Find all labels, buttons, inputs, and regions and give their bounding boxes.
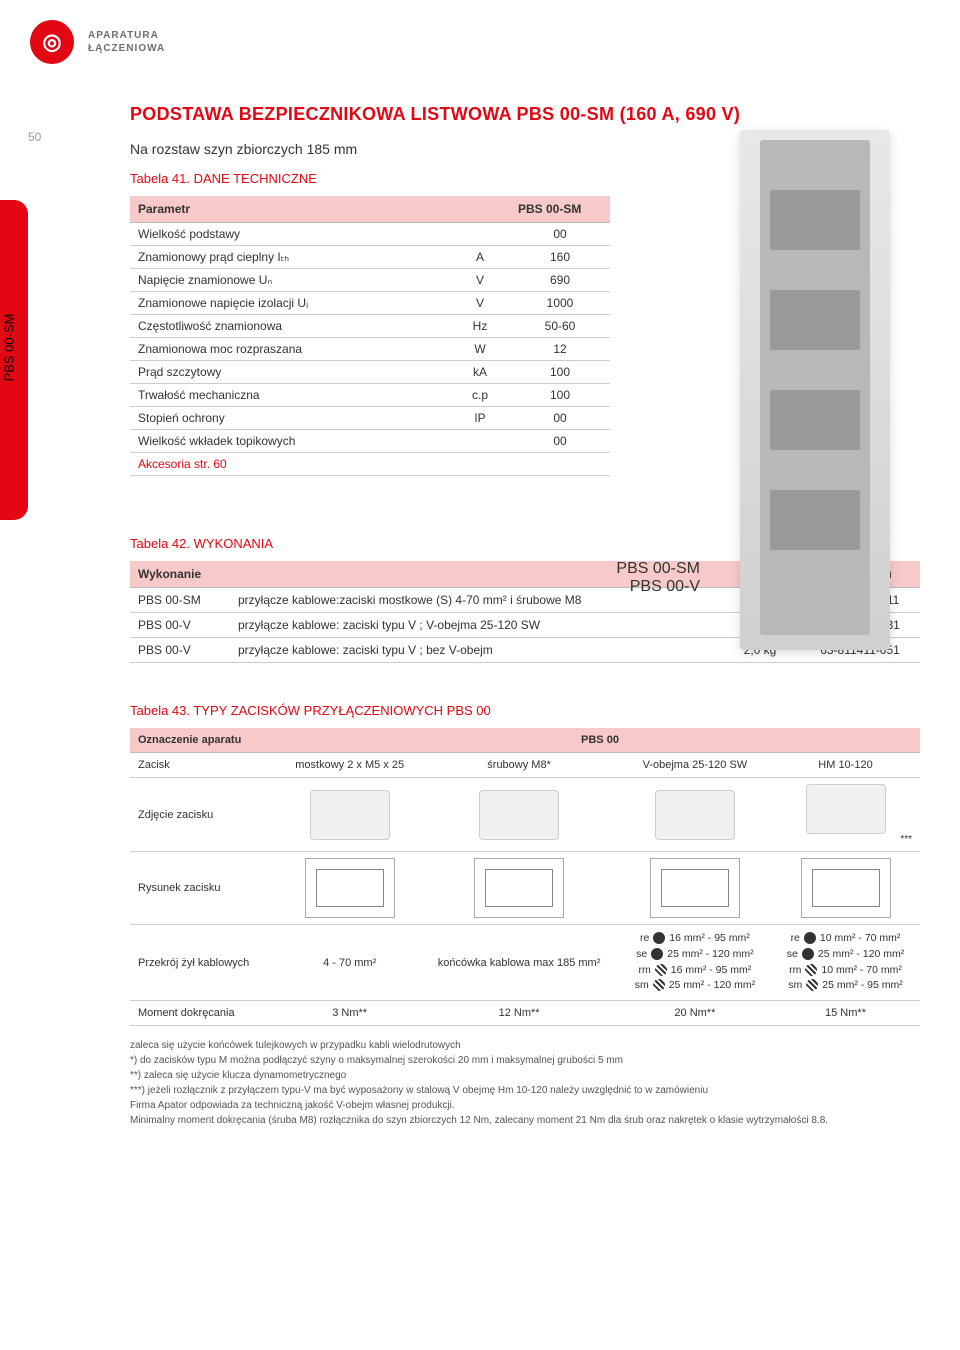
- product-image: [740, 130, 890, 650]
- brand-line2: ŁĄCZENIOWA: [88, 42, 165, 55]
- conductor-re-icon: [804, 932, 816, 944]
- terminal-drawing-2: [474, 858, 564, 918]
- conductor-rm-icon: [805, 964, 817, 976]
- brand-text: APARATURA ŁĄCZENIOWA: [88, 29, 165, 55]
- terminal-drawing-4: [801, 858, 891, 918]
- terminal-drawing-3: [650, 858, 740, 918]
- terminal-photo-1: [310, 790, 390, 840]
- product-image-area: [740, 130, 890, 650]
- terminal-drawing-1: [305, 858, 395, 918]
- page-header: ◎ APARATURA ŁĄCZENIOWA: [0, 20, 920, 64]
- conductor-rm-icon: [655, 964, 667, 976]
- conductor-re-icon: [653, 932, 665, 944]
- page-title: PODSTAWA BEZPIECZNIKOWA LISTWOWA PBS 00-…: [130, 104, 920, 125]
- terminal-photo-2: [479, 790, 559, 840]
- side-tab-label: PBS 00-SM: [1, 314, 16, 382]
- conductor-se-icon: [651, 948, 663, 960]
- section43: Tabela 43. TYPY ZACISKÓW PRZYŁĄCZENIOWYC…: [130, 703, 920, 1128]
- brand-line1: APARATURA: [88, 29, 165, 42]
- t41-head-param: Parametr: [130, 196, 450, 223]
- page-number: 50: [28, 130, 41, 144]
- logo-glyph: ◎: [42, 29, 61, 55]
- terminal-photo-4: [806, 784, 886, 834]
- conductor-sm-icon: [653, 979, 665, 991]
- conductor-sm-icon: [806, 979, 818, 991]
- terminal-photo-3: [655, 790, 735, 840]
- product-labels: PBS 00-SM PBS 00-V: [616, 560, 700, 596]
- t41-akcesoria: Akcesoria str. 60: [130, 453, 610, 476]
- table41: Parametr PBS 00-SM Wielkość podstawy00 Z…: [130, 196, 610, 476]
- product-label-1: PBS 00-SM: [616, 560, 700, 578]
- footnotes: zaleca się użycie końcówek tulejkowych w…: [130, 1038, 920, 1128]
- t41-head-model: PBS 00-SM: [510, 196, 610, 223]
- brand-logo: ◎: [30, 20, 74, 64]
- table43-label: Tabela 43. TYPY ZACISKÓW PRZYŁĄCZENIOWYC…: [130, 703, 920, 718]
- conductor-se-icon: [802, 948, 814, 960]
- product-label-2: PBS 00-V: [616, 578, 700, 596]
- table43: Oznaczenie aparatu PBS 00 Zacisk mostkow…: [130, 728, 920, 1026]
